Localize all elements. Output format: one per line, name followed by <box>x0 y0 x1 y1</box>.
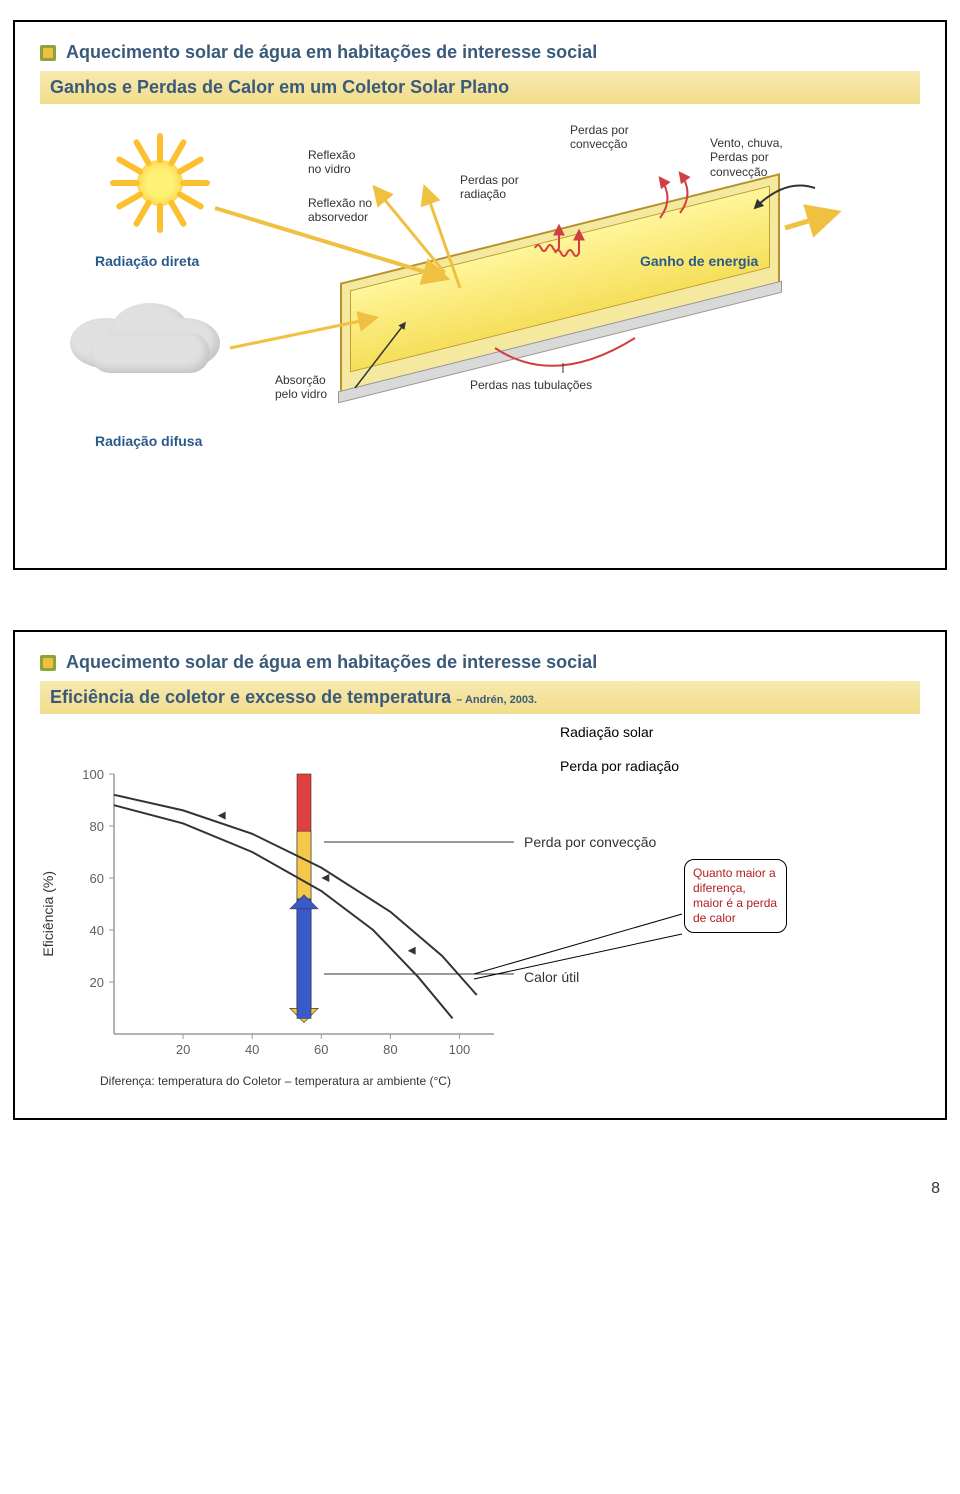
svg-text:80: 80 <box>90 819 104 834</box>
label-radiacao-difusa: Radiação difusa <box>95 433 202 450</box>
label-reflexao-vidro: Reflexão no vidro <box>308 148 355 177</box>
slide2-header: Aquecimento solar de água em habitações … <box>40 652 920 673</box>
label-reflexao-absorvedor: Reflexão no absorvedor <box>308 196 372 225</box>
slide-1: Aquecimento solar de água em habitações … <box>13 20 947 570</box>
chart-wrap: Eficiência (%) 20 40 60 80 100 20 40 60 80 100 Pe… <box>40 764 920 1064</box>
callout-lines <box>324 764 724 1024</box>
label-vento-chuva: Vento, chuva, Perdas por convecção <box>710 136 783 179</box>
chart-side-labels: Perda por convecção Calor útil Quanto ma… <box>504 764 920 1064</box>
svg-text:80: 80 <box>383 1042 397 1057</box>
slide2-subtitle-suffix: – Andrén, 2003. <box>456 694 537 706</box>
cloud-icon <box>60 288 230 378</box>
page-number: 8 <box>20 1180 940 1198</box>
svg-text:20: 20 <box>176 1042 190 1057</box>
slide2-title: Aquecimento solar de água em habitações … <box>66 652 597 673</box>
label-ganho-energia: Ganho de energia <box>640 253 758 270</box>
label-radiacao-direta: Radiação direta <box>95 253 199 270</box>
chart-xlabel: Diferença: temperatura do Coletor – temp… <box>100 1074 920 1088</box>
slide1-header: Aquecimento solar de água em habitações … <box>40 42 920 63</box>
label-perdas-conveccao: Perdas por convecção <box>570 123 629 152</box>
svg-text:20: 20 <box>90 975 104 990</box>
svg-text:60: 60 <box>90 871 104 886</box>
collector-panel <box>340 173 780 393</box>
bullet-icon <box>40 45 56 61</box>
bullet-icon <box>40 655 56 671</box>
slide-2: Aquecimento solar de água em habitações … <box>13 630 947 1120</box>
svg-text:60: 60 <box>314 1042 328 1057</box>
slide1-title: Aquecimento solar de água em habitações … <box>66 42 597 63</box>
svg-text:40: 40 <box>245 1042 259 1057</box>
chart-ylabel: Eficiência (%) <box>40 871 56 957</box>
label-perdas-radiacao: Perdas por radiação <box>460 173 519 202</box>
sun-icon <box>105 128 215 238</box>
label-radiacao-solar: Radiação solar <box>560 724 653 740</box>
svg-text:100: 100 <box>82 767 104 782</box>
slide2-subtitle: Eficiência de coletor e excesso de tempe… <box>50 687 451 707</box>
label-absorcao-vidro: Absorção pelo vidro <box>275 373 327 402</box>
slide1-diagram: Radiação direta Reflexão no vidro Reflex… <box>40 118 920 538</box>
svg-text:100: 100 <box>449 1042 471 1057</box>
label-perdas-tubulacoes: Perdas nas tubulações <box>470 378 592 392</box>
svg-text:40: 40 <box>90 923 104 938</box>
slide2-subtitle-band: Eficiência de coletor e excesso de tempe… <box>40 681 920 714</box>
slide1-subtitle: Ganhos e Perdas de Calor em um Coletor S… <box>40 71 920 104</box>
